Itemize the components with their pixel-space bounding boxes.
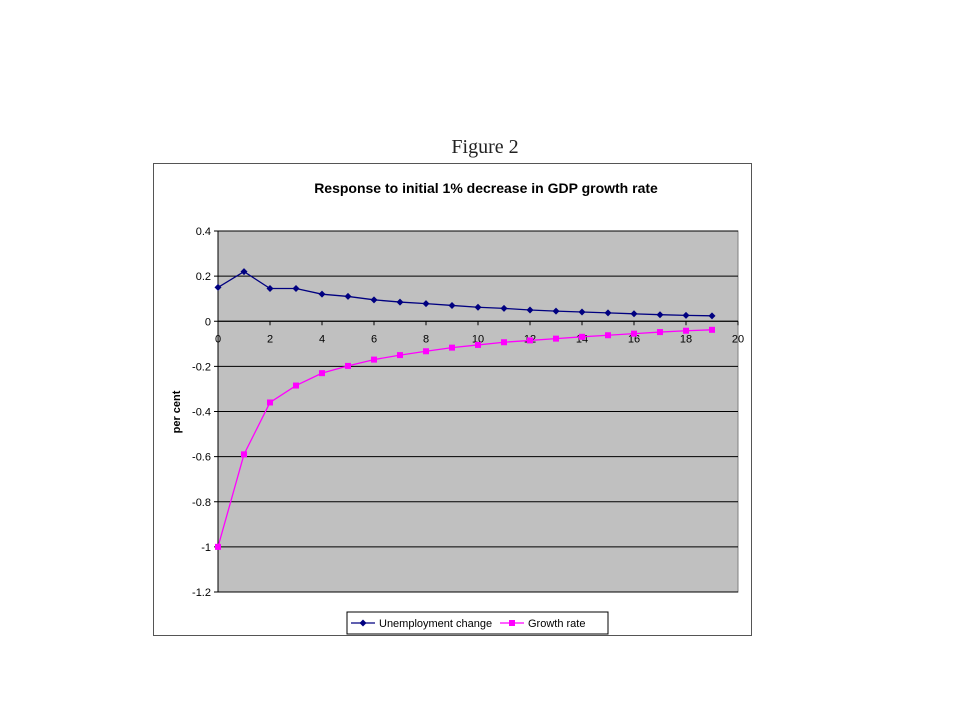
- y-tick-label: -1.2: [192, 587, 211, 599]
- gridlines: [218, 230, 738, 593]
- y-tick-label: -0.6: [192, 452, 211, 464]
- data-point-diamond: [656, 311, 664, 319]
- series-line-2: [217, 329, 713, 548]
- x-tick-label: 18: [680, 333, 692, 345]
- legend: Unemployment change Growth rate: [346, 611, 609, 635]
- y-tick-label: 0.4: [196, 226, 211, 238]
- y-tick-label: -0.8: [192, 497, 211, 509]
- data-point-square: [423, 348, 429, 355]
- x-tick-label: 0: [215, 333, 221, 345]
- series-layer: [214, 268, 716, 550]
- legend-marker-diamond: [359, 619, 367, 627]
- data-point-square: [605, 332, 611, 339]
- data-point-square: [501, 339, 507, 346]
- y-tick-labels: 0.4 0.2 0 -0.2 -0.4 -0.6 -0.8 -1 -1.2: [192, 226, 218, 599]
- data-point-diamond: [630, 310, 638, 318]
- data-point-square: [449, 344, 455, 351]
- x-tick-label: 16: [628, 333, 640, 345]
- legend-label-1: Unemployment change: [379, 618, 492, 630]
- data-point-square: [631, 330, 637, 337]
- y-tick-label: -1: [201, 542, 211, 554]
- data-point-square: [527, 337, 533, 344]
- data-point-square: [267, 399, 273, 406]
- data-point-diamond: [240, 268, 248, 276]
- data-point-diamond: [552, 307, 560, 315]
- chart-container: Response to initial 1% decrease in GDP g…: [153, 163, 752, 636]
- x-tick-labels: 02468101214161820: [215, 321, 744, 345]
- figure-label: Figure 2: [451, 136, 519, 158]
- data-point-diamond: [578, 308, 586, 316]
- data-point-diamond: [500, 304, 508, 312]
- x-tick-label: 2: [267, 333, 273, 345]
- data-point-square: [657, 329, 663, 336]
- x-tick-label: 4: [319, 333, 325, 345]
- y-tick-label: -0.2: [192, 361, 211, 373]
- data-point-diamond: [682, 311, 690, 319]
- y-axis-label: per cent: [171, 390, 183, 433]
- y-tick-label: -0.4: [192, 407, 211, 419]
- data-point-diamond: [708, 312, 716, 320]
- chart-svg: Response to initial 1% decrease in GDP g…: [171, 180, 744, 635]
- data-point-square: [345, 362, 351, 369]
- data-point-diamond: [396, 298, 404, 306]
- series-line-1: [217, 270, 713, 317]
- x-tick-label: 6: [371, 333, 377, 345]
- data-point-square: [683, 327, 689, 334]
- data-point-square: [293, 382, 299, 389]
- data-point-diamond: [526, 306, 534, 314]
- data-point-square: [709, 326, 715, 333]
- legend-label-2: Growth rate: [528, 618, 585, 630]
- x-tick-label: 8: [423, 333, 429, 345]
- y-tick-label: 0: [205, 316, 211, 328]
- data-point-diamond: [318, 290, 326, 298]
- x-tick-label: 20: [732, 333, 744, 345]
- data-point-diamond: [214, 283, 222, 291]
- data-point-square: [475, 341, 481, 348]
- chart-title: Response to initial 1% decrease in GDP g…: [314, 180, 658, 196]
- data-point-square: [579, 333, 585, 340]
- y-tick-label: 0.2: [196, 271, 211, 283]
- x-tick-label: 10: [472, 333, 484, 345]
- data-point-square: [241, 451, 247, 458]
- data-point-diamond: [448, 301, 456, 309]
- data-point-square: [397, 352, 403, 359]
- data-point-diamond: [344, 292, 352, 300]
- legend-box: [346, 611, 609, 635]
- data-point-square: [215, 543, 221, 550]
- data-point-diamond: [292, 285, 300, 293]
- data-point-diamond: [266, 285, 274, 293]
- data-point-diamond: [474, 303, 482, 311]
- data-point-diamond: [370, 296, 378, 304]
- legend-marker-square: [509, 620, 515, 626]
- data-point-diamond: [604, 309, 612, 317]
- data-point-diamond: [422, 300, 430, 308]
- data-point-square: [319, 370, 325, 377]
- data-point-square: [371, 356, 377, 363]
- data-point-square: [553, 335, 559, 342]
